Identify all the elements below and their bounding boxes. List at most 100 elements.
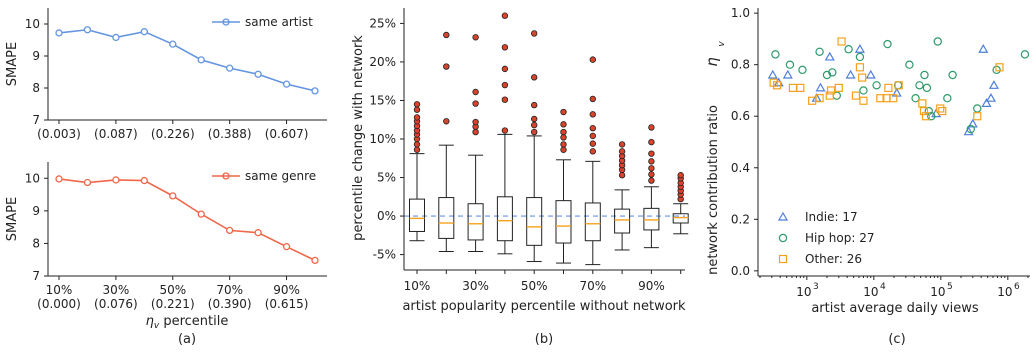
scatter-point-hip-hop — [948, 70, 957, 80]
scatter-point-other — [851, 91, 861, 100]
scatter-point-hip-hop — [973, 104, 982, 113]
scatter-point-hip-hop — [872, 81, 881, 90]
y-tick-label: 8 — [32, 236, 40, 250]
box-body — [409, 198, 425, 232]
scatter-point-indie — [988, 80, 999, 89]
y-tick-label: 0.8 — [731, 58, 750, 72]
box-flier — [677, 172, 684, 179]
box-flier — [589, 132, 596, 140]
y-tick-label: 0.0 — [731, 264, 750, 278]
scatter-point-indie — [782, 69, 793, 79]
box-flier — [472, 128, 479, 136]
legend-marker-other — [778, 254, 788, 264]
panel-b-x-ticks: 10% 30% 50% 70% 90% — [404, 270, 682, 293]
scatter-point-hip-hop — [859, 86, 868, 95]
x-tick-label: 10 — [930, 285, 945, 299]
scatter-point-hip-hop — [922, 83, 932, 93]
panel-b-boxes — [409, 12, 689, 266]
scatter-point-hip-hop — [966, 124, 975, 134]
series-point — [226, 64, 234, 72]
y-tick-label: 7 — [32, 269, 40, 283]
box-flier — [618, 141, 626, 148]
scatter-point-hip-hop — [798, 65, 807, 75]
series-point — [140, 176, 148, 185]
scatter-point-other — [894, 81, 903, 90]
scatter-point-hip-hop — [855, 52, 865, 62]
panel-a-top-y-ticks: 7 8 9 10 — [25, 17, 48, 127]
scatter-point-hip-hop — [844, 45, 853, 54]
series-point — [169, 192, 177, 200]
box-flier — [413, 106, 421, 113]
scatter-point-other — [834, 83, 843, 92]
y-tick-label: 20% — [369, 55, 396, 69]
box-flier — [648, 158, 655, 165]
box-flier — [531, 128, 538, 136]
scatter-point-other — [921, 112, 931, 121]
x-tick-label: (0.076) — [94, 297, 138, 311]
scatter-point-hip-hop — [915, 81, 924, 90]
scatter-point-other — [825, 91, 834, 100]
panel-c-caption: (c) — [888, 332, 905, 347]
box-flier — [589, 125, 596, 132]
scatter-point-other — [995, 63, 1004, 72]
box-flier — [531, 121, 538, 129]
scatter-point-other — [876, 94, 885, 103]
scatter-point-hip-hop — [943, 93, 952, 103]
box-flier — [648, 165, 655, 172]
box-flier — [501, 65, 509, 73]
box-flier — [589, 111, 596, 118]
box-flier — [443, 63, 450, 70]
box-flier — [560, 108, 567, 116]
box-flier — [648, 138, 655, 146]
series-line — [58, 178, 316, 262]
scatter-point-other — [773, 81, 782, 90]
box-flier — [501, 127, 509, 134]
scatter-point-hip-hop — [992, 65, 1001, 75]
box-flier — [589, 148, 596, 155]
series-point — [254, 229, 262, 237]
panel-b-y-ticks: -5% 0% 5% 10% 15% 20% 25% — [369, 16, 404, 262]
x-tick-label: 10% — [46, 283, 73, 297]
x-tick-label: 50% — [159, 283, 186, 297]
scatter-point-indie — [815, 82, 826, 92]
panel-c-xlabel: artist average daily views — [811, 301, 979, 316]
scatter-point-hip-hop — [771, 50, 780, 59]
x-tick-label: 10 — [863, 285, 878, 299]
box-flier — [648, 171, 655, 178]
x-tick-label: (0.390) — [208, 297, 252, 311]
box-flier — [589, 56, 596, 63]
x-tick-label: (0.615) — [265, 297, 309, 311]
x-tick-label: 70% — [216, 283, 243, 297]
box-flier — [648, 177, 655, 184]
x-tick-label: 90% — [638, 279, 665, 293]
panel-c-ylabel: network contribution ratio — [706, 105, 721, 275]
scatter-point-indie — [845, 69, 856, 79]
box-flier — [560, 146, 567, 153]
y-tick-label: 10 — [25, 17, 40, 31]
y-tick-label: 7 — [32, 113, 40, 127]
box-body — [467, 203, 484, 241]
y-tick-label: 15% — [369, 93, 396, 107]
x-tick-label: 90% — [273, 283, 300, 297]
series-point — [112, 33, 120, 42]
box-flier — [648, 124, 655, 131]
scatter-point-hip-hop — [822, 70, 832, 80]
scatter-point-hip-hop — [905, 60, 914, 69]
legend-label-hip-hop: Hip hop: 27 — [805, 231, 874, 245]
panel-b-caption: (b) — [535, 332, 553, 347]
scatter-point-hip-hop — [920, 70, 929, 80]
box-flier — [501, 12, 509, 19]
scatter-point-indie — [865, 69, 876, 79]
legend-marker-indie — [777, 211, 789, 221]
box-body — [555, 200, 572, 244]
series-point — [282, 80, 291, 88]
panel-a-top-legend: same artist — [212, 15, 313, 29]
panel-a-top-marks — [55, 26, 319, 95]
box-body — [584, 202, 601, 242]
scatter-point-other — [855, 63, 865, 72]
series-point — [55, 29, 63, 37]
box-flier — [443, 31, 450, 39]
box-flier — [531, 74, 538, 81]
